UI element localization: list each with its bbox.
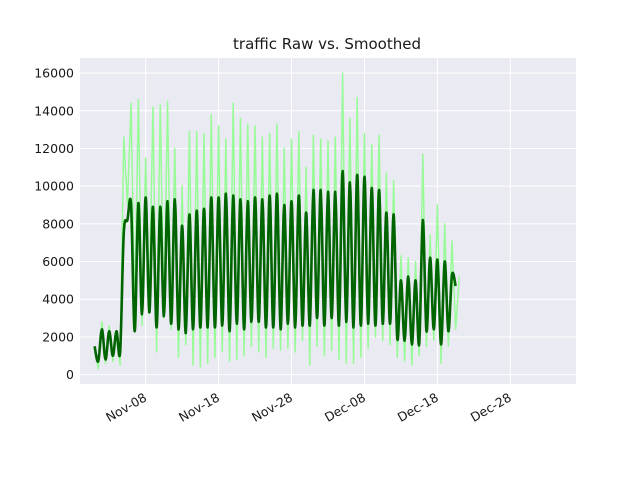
x-axis-ticks: Nov-08 Nov-18 Nov-28 Dec-08 Dec-18 Dec-28	[103, 390, 514, 425]
y-tick-label: 10000	[34, 179, 74, 194]
y-axis-ticks: 0 2000 4000 6000 8000 10000 12000 14000 16000	[34, 66, 74, 383]
y-tick-label: 8000	[42, 216, 74, 231]
y-tick-label: 2000	[42, 329, 74, 344]
x-tick-label: Dec-08	[322, 390, 368, 425]
y-tick-label: 14000	[34, 103, 74, 118]
x-tick-label: Nov-08	[103, 390, 149, 425]
series-layer	[93, 72, 461, 370]
x-tick-label: Nov-18	[176, 390, 222, 425]
y-tick-label: 12000	[34, 141, 74, 156]
y-tick-label: 0	[66, 367, 74, 382]
smoothed-series-line	[93, 169, 457, 363]
x-tick-label: Dec-28	[468, 390, 514, 425]
x-tick-label: Nov-28	[249, 390, 295, 425]
x-tick-label: Dec-18	[395, 390, 441, 425]
y-tick-label: 16000	[34, 66, 74, 81]
chart-title: traffic Raw vs. Smoothed	[233, 35, 421, 53]
y-tick-label: 6000	[42, 254, 74, 269]
y-tick-label: 4000	[42, 292, 74, 307]
